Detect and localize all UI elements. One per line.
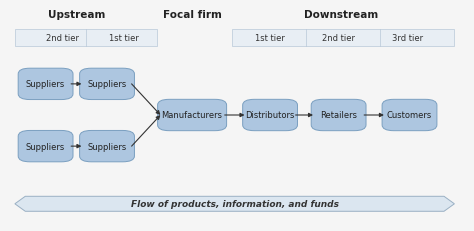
FancyBboxPatch shape <box>18 131 73 162</box>
Polygon shape <box>15 196 455 211</box>
Text: 1st tier: 1st tier <box>255 33 285 43</box>
FancyBboxPatch shape <box>157 100 227 131</box>
Text: 3rd tier: 3rd tier <box>392 33 423 43</box>
Text: Flow of products, information, and funds: Flow of products, information, and funds <box>131 199 338 208</box>
Text: 2nd tier: 2nd tier <box>46 33 79 43</box>
FancyBboxPatch shape <box>18 69 73 100</box>
FancyBboxPatch shape <box>243 100 298 131</box>
Text: Upstream: Upstream <box>47 10 105 20</box>
FancyArrowPatch shape <box>132 116 160 146</box>
FancyArrowPatch shape <box>364 114 383 117</box>
FancyBboxPatch shape <box>311 100 366 131</box>
FancyBboxPatch shape <box>382 100 437 131</box>
FancyArrowPatch shape <box>225 114 243 117</box>
Text: Suppliers: Suppliers <box>26 142 65 151</box>
Text: Distributors: Distributors <box>246 111 295 120</box>
Bar <box>15 29 156 47</box>
Text: Focal firm: Focal firm <box>163 10 221 20</box>
FancyBboxPatch shape <box>80 131 135 162</box>
FancyArrowPatch shape <box>296 114 312 117</box>
FancyArrowPatch shape <box>71 83 80 86</box>
Text: Suppliers: Suppliers <box>87 80 127 89</box>
Text: Customers: Customers <box>387 111 432 120</box>
Bar <box>232 29 455 47</box>
FancyArrowPatch shape <box>132 85 160 115</box>
FancyArrowPatch shape <box>71 145 80 148</box>
Text: Suppliers: Suppliers <box>26 80 65 89</box>
Text: Suppliers: Suppliers <box>87 142 127 151</box>
FancyBboxPatch shape <box>80 69 135 100</box>
Text: 2nd tier: 2nd tier <box>322 33 355 43</box>
Text: 1st tier: 1st tier <box>109 33 138 43</box>
Text: Downstream: Downstream <box>304 10 378 20</box>
Text: Manufacturers: Manufacturers <box>162 111 223 120</box>
Text: Retailers: Retailers <box>320 111 357 120</box>
